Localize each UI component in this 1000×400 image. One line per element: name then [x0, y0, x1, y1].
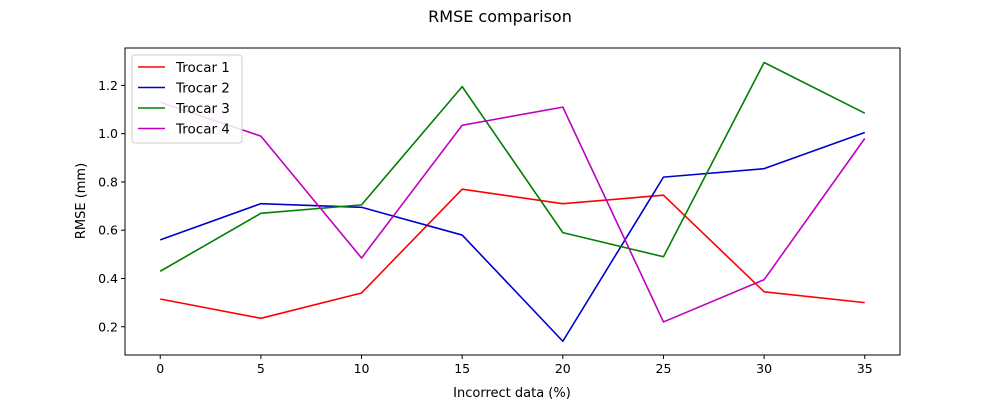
x-tick-label: 10 [354, 361, 370, 376]
x-tick-label: 30 [756, 361, 772, 376]
y-tick-label: 1.2 [98, 78, 118, 93]
y-axis: 0.2 0.4 0.6 0.8 1.0 1.2 [98, 78, 125, 334]
x-axis: 0 5 10 15 20 25 30 35 [156, 355, 873, 376]
y-tick-label: 0.2 [98, 319, 118, 334]
y-axis-label: RMSE (mm) [74, 163, 89, 239]
series-line-trocar-4 [159, 101, 866, 323]
legend-label-trocar-1: Trocar 1 [175, 60, 230, 76]
x-tick-label: 5 [257, 361, 265, 376]
series-layer [159, 61, 866, 343]
chart-title: RMSE comparison [428, 7, 572, 26]
x-tick-label: 0 [156, 361, 164, 376]
y-tick-label: 0.4 [98, 271, 118, 286]
series-line-trocar-3 [159, 61, 866, 272]
plot-frame [124, 47, 901, 356]
x-tick-label: 15 [454, 361, 470, 376]
legend-label-trocar-2: Trocar 2 [175, 81, 230, 97]
legend-label-trocar-3: Trocar 3 [175, 101, 230, 117]
legend-box [131, 54, 243, 144]
series-line-trocar-1 [160, 188, 865, 320]
series-line-trocar-2 [159, 131, 866, 343]
x-tick-label: 20 [555, 361, 571, 376]
legend-label-trocar-4: Trocar 4 [175, 122, 230, 138]
y-tick-label: 0.6 [98, 223, 118, 238]
x-axis-label: Incorrect data (%) [453, 386, 571, 400]
x-tick-label: 35 [857, 361, 873, 376]
y-tick-label: 1.0 [98, 126, 118, 141]
y-tick-label: 0.8 [98, 174, 118, 189]
x-tick-label: 25 [656, 361, 672, 376]
legend: Trocar 1 Trocar 2 Trocar 3 Trocar 4 [131, 54, 243, 144]
